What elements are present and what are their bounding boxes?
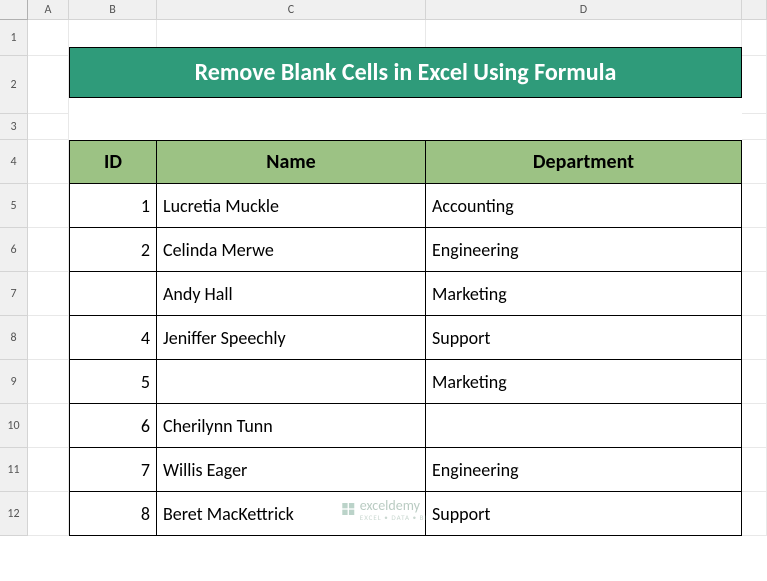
cell-a10[interactable] [28, 404, 69, 448]
cell-a4[interactable] [28, 140, 69, 184]
cell-b12[interactable]: 8 [69, 491, 157, 536]
cell-b6[interactable]: 2 [69, 227, 157, 272]
cell-b7[interactable] [69, 271, 157, 316]
cell-d11[interactable]: Engineering [425, 447, 742, 492]
cell-d5[interactable]: Accounting [425, 183, 742, 228]
cell-e9[interactable] [742, 360, 767, 404]
col-header-c[interactable]: C [157, 0, 426, 20]
row-header-1[interactable]: 1 [0, 20, 28, 56]
cell-d12[interactable]: Support [425, 491, 742, 536]
cell-b9[interactable]: 5 [69, 359, 157, 404]
col-header-d[interactable]: D [426, 0, 742, 20]
cell-b10[interactable]: 6 [69, 403, 157, 448]
cell-e4[interactable] [742, 140, 767, 184]
cell-a7[interactable] [28, 272, 69, 316]
cell-e8[interactable] [742, 316, 767, 360]
cell-e3[interactable] [742, 114, 767, 140]
cell-a1[interactable] [28, 20, 69, 56]
row-header-5[interactable]: 5 [0, 184, 28, 228]
cell-c7[interactable]: Andy Hall [156, 271, 426, 316]
col-header-extra[interactable] [742, 0, 767, 20]
cell-e12[interactable] [742, 492, 767, 536]
row-header-4[interactable]: 4 [0, 140, 28, 184]
cell-d8[interactable]: Support [425, 315, 742, 360]
cell-b11[interactable]: 7 [69, 447, 157, 492]
cell-a8[interactable] [28, 316, 69, 360]
row-header-12[interactable]: 12 [0, 492, 28, 536]
row-header-3[interactable]: 3 [0, 114, 28, 140]
row-header-2[interactable]: 2 [0, 56, 28, 114]
cell-e11[interactable] [742, 448, 767, 492]
row-header-9[interactable]: 9 [0, 360, 28, 404]
cell-e2[interactable] [742, 56, 767, 114]
row-header-11[interactable]: 11 [0, 448, 28, 492]
cell-e7[interactable] [742, 272, 767, 316]
row-header-10[interactable]: 10 [0, 404, 28, 448]
cell-a11[interactable] [28, 448, 69, 492]
row-header-6[interactable]: 6 [0, 228, 28, 272]
cell-b5[interactable]: 1 [69, 183, 157, 228]
cell-a6[interactable] [28, 228, 69, 272]
select-all-corner[interactable] [0, 0, 28, 20]
th-dept[interactable]: Department [425, 140, 742, 184]
cell-c6[interactable]: Celinda Merwe [156, 227, 426, 272]
cell-c11[interactable]: Willis Eager [156, 447, 426, 492]
cell-d9[interactable]: Marketing [425, 359, 742, 404]
cell-e6[interactable] [742, 228, 767, 272]
spreadsheet-grid: A B C D 1 2 Remove Blank Cells in Excel … [0, 0, 767, 536]
cell-c12[interactable]: Beret MacKettrick [156, 491, 426, 536]
cell-a5[interactable] [28, 184, 69, 228]
cell-d10[interactable] [425, 403, 742, 448]
cell-a9[interactable] [28, 360, 69, 404]
cell-e5[interactable] [742, 184, 767, 228]
cell-c8[interactable]: Jeniffer Speechly [156, 315, 426, 360]
cell-e10[interactable] [742, 404, 767, 448]
row-header-8[interactable]: 8 [0, 316, 28, 360]
cell-d7[interactable]: Marketing [425, 271, 742, 316]
col-header-b[interactable]: B [69, 0, 157, 20]
cell-c10[interactable]: Cherilynn Tunn [156, 403, 426, 448]
th-id[interactable]: ID [69, 140, 157, 184]
cell-a2[interactable] [28, 56, 69, 114]
row-header-7[interactable]: 7 [0, 272, 28, 316]
cell-c5[interactable]: Lucretia Muckle [156, 183, 426, 228]
cell-a3[interactable] [28, 114, 69, 140]
page-title: Remove Blank Cells in Excel Using Formul… [69, 47, 742, 98]
cell-d6[interactable]: Engineering [425, 227, 742, 272]
col-header-a[interactable]: A [28, 0, 69, 20]
cell-c9[interactable] [156, 359, 426, 404]
th-name[interactable]: Name [156, 140, 426, 184]
cell-e1[interactable] [742, 20, 767, 56]
cell-b8[interactable]: 4 [69, 315, 157, 360]
cell-a12[interactable] [28, 492, 69, 536]
